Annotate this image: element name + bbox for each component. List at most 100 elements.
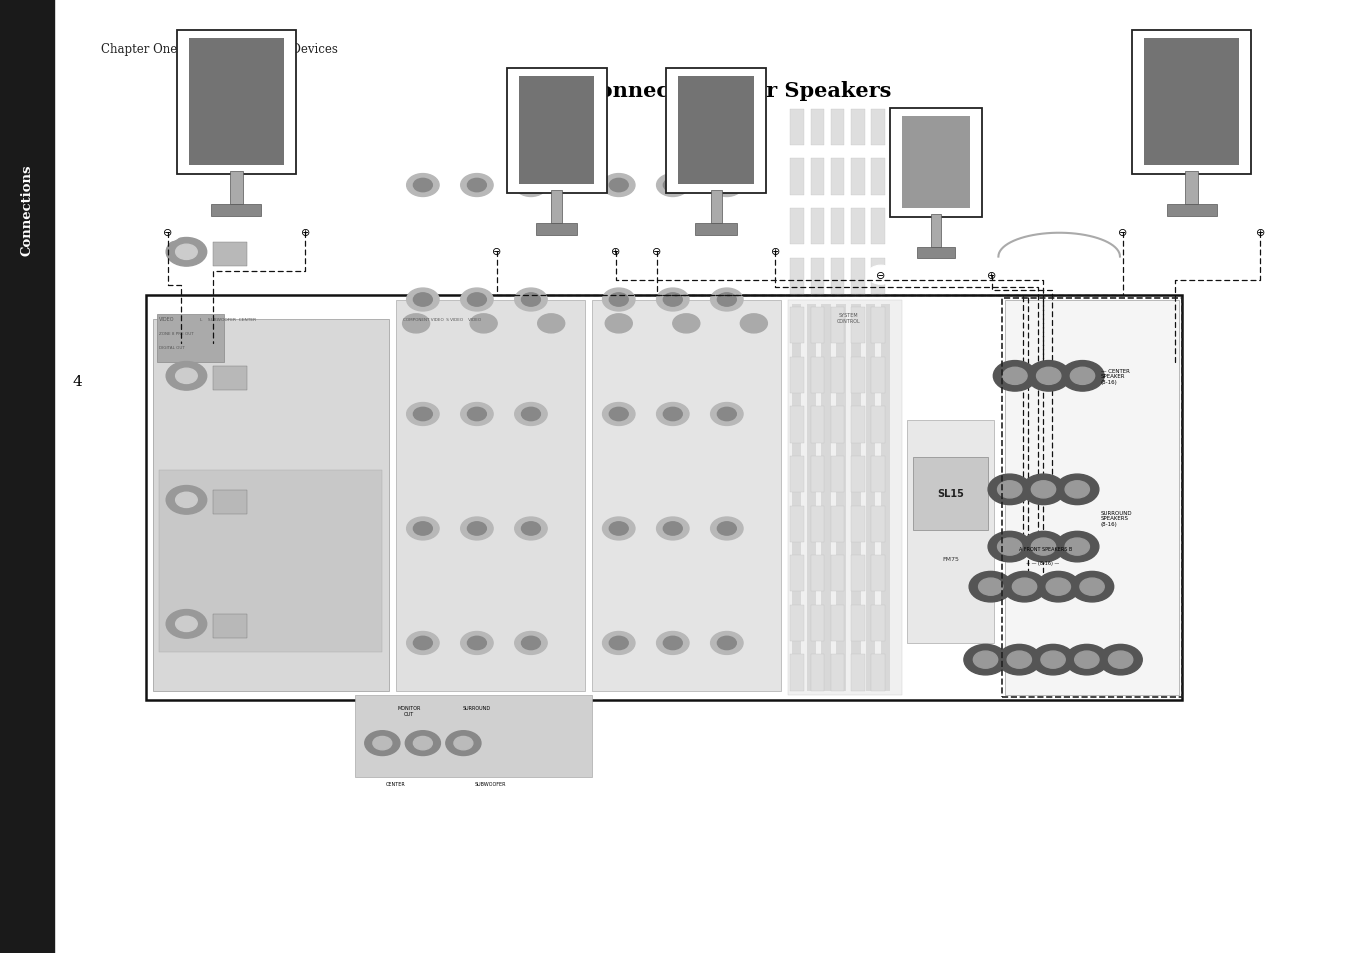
Circle shape bbox=[413, 637, 432, 650]
Bar bbox=[790, 308, 804, 344]
Circle shape bbox=[1012, 578, 1036, 596]
Text: ZONE 8 PRE OUT: ZONE 8 PRE OUT bbox=[159, 332, 195, 335]
Bar bbox=[811, 357, 824, 394]
Bar bbox=[159, 471, 382, 653]
Circle shape bbox=[467, 637, 486, 650]
Bar bbox=[851, 308, 865, 344]
Bar bbox=[355, 696, 592, 777]
Circle shape bbox=[973, 652, 997, 669]
Circle shape bbox=[609, 179, 628, 193]
Bar bbox=[696, 224, 736, 235]
Text: Connections: Connections bbox=[20, 164, 34, 255]
Circle shape bbox=[717, 408, 736, 421]
Text: SURROUND
SPEAKERS
(8-16): SURROUND SPEAKERS (8-16) bbox=[1101, 510, 1132, 527]
Circle shape bbox=[467, 179, 486, 193]
Circle shape bbox=[176, 245, 197, 260]
Circle shape bbox=[413, 294, 432, 307]
Circle shape bbox=[711, 174, 743, 197]
Circle shape bbox=[1046, 578, 1070, 596]
Circle shape bbox=[657, 289, 689, 312]
Circle shape bbox=[407, 632, 439, 655]
Bar bbox=[851, 506, 865, 542]
Circle shape bbox=[663, 637, 682, 650]
Text: SYSTEM
CONTROL: SYSTEM CONTROL bbox=[836, 313, 861, 323]
Circle shape bbox=[657, 174, 689, 197]
Circle shape bbox=[521, 294, 540, 307]
Circle shape bbox=[978, 578, 1002, 596]
Bar bbox=[792, 305, 801, 691]
Bar bbox=[851, 258, 865, 294]
Text: ⊖: ⊖ bbox=[653, 247, 661, 256]
Circle shape bbox=[717, 522, 736, 536]
Bar bbox=[153, 319, 389, 691]
Bar bbox=[788, 300, 902, 696]
Circle shape bbox=[515, 289, 547, 312]
Bar bbox=[790, 357, 804, 394]
Circle shape bbox=[1070, 572, 1113, 602]
Circle shape bbox=[988, 532, 1031, 562]
Bar bbox=[811, 308, 824, 344]
Circle shape bbox=[446, 731, 481, 756]
Circle shape bbox=[1065, 538, 1089, 556]
Text: SL15: SL15 bbox=[938, 489, 963, 498]
Bar bbox=[678, 77, 754, 185]
Circle shape bbox=[1055, 475, 1098, 505]
Circle shape bbox=[176, 493, 197, 508]
Circle shape bbox=[1002, 572, 1046, 602]
Circle shape bbox=[1031, 644, 1074, 675]
Bar bbox=[212, 205, 261, 216]
Circle shape bbox=[1055, 532, 1098, 562]
Circle shape bbox=[1065, 481, 1089, 498]
Bar bbox=[711, 191, 721, 224]
Bar bbox=[592, 300, 781, 691]
Circle shape bbox=[166, 362, 207, 391]
Circle shape bbox=[405, 731, 440, 756]
Bar bbox=[831, 605, 844, 641]
Bar bbox=[836, 305, 846, 691]
Circle shape bbox=[515, 403, 547, 426]
Circle shape bbox=[373, 737, 392, 750]
Bar bbox=[851, 209, 865, 245]
Circle shape bbox=[407, 289, 439, 312]
Bar bbox=[146, 295, 1182, 700]
Circle shape bbox=[176, 369, 197, 384]
Circle shape bbox=[711, 289, 743, 312]
Circle shape bbox=[657, 632, 689, 655]
Bar bbox=[851, 305, 861, 691]
Bar bbox=[871, 506, 885, 542]
Text: A FRONT SPEAKERS B: A FRONT SPEAKERS B bbox=[1019, 546, 1073, 552]
Bar bbox=[396, 300, 585, 691]
Bar bbox=[790, 209, 804, 245]
Circle shape bbox=[176, 617, 197, 632]
Circle shape bbox=[515, 517, 547, 540]
Circle shape bbox=[657, 403, 689, 426]
Bar bbox=[1167, 205, 1216, 216]
Bar bbox=[871, 407, 885, 443]
Bar bbox=[831, 456, 844, 493]
Circle shape bbox=[454, 737, 473, 750]
Bar bbox=[851, 159, 865, 195]
Bar bbox=[1005, 300, 1179, 696]
Bar bbox=[871, 258, 885, 294]
Circle shape bbox=[997, 538, 1021, 556]
Bar bbox=[811, 506, 824, 542]
Bar bbox=[831, 308, 844, 344]
Bar bbox=[189, 39, 284, 166]
Circle shape bbox=[538, 314, 565, 334]
Circle shape bbox=[1031, 538, 1055, 556]
Bar bbox=[1185, 172, 1198, 205]
Bar bbox=[831, 506, 844, 542]
Circle shape bbox=[470, 314, 497, 334]
Bar bbox=[831, 655, 844, 691]
Bar bbox=[1002, 298, 1182, 698]
Circle shape bbox=[963, 644, 1006, 675]
Bar bbox=[790, 506, 804, 542]
Bar bbox=[790, 407, 804, 443]
Text: ⊕: ⊕ bbox=[988, 271, 996, 280]
Text: MONITOR
OUT: MONITOR OUT bbox=[397, 705, 422, 716]
Circle shape bbox=[993, 361, 1036, 392]
Bar bbox=[831, 407, 844, 443]
Circle shape bbox=[609, 522, 628, 536]
Bar bbox=[790, 456, 804, 493]
Circle shape bbox=[461, 289, 493, 312]
